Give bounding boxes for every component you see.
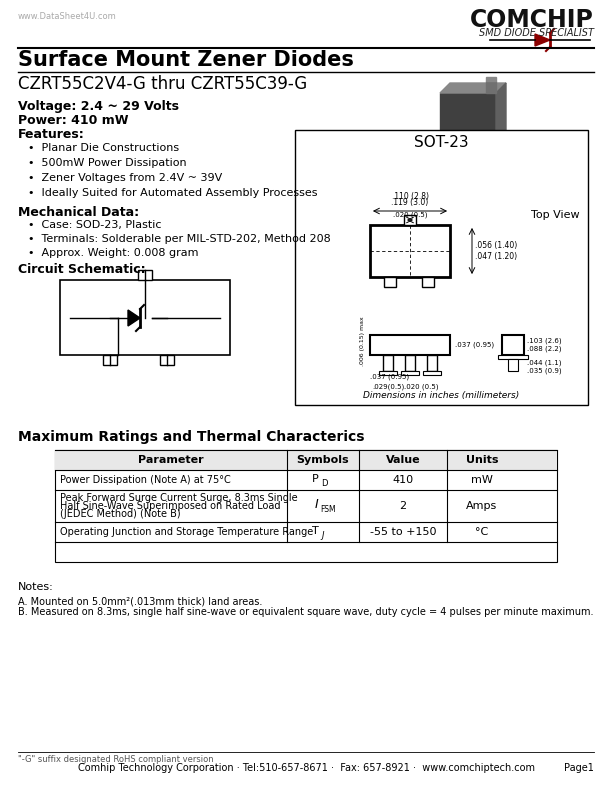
Polygon shape (128, 310, 140, 326)
Text: .037 (0.95): .037 (0.95) (370, 373, 409, 379)
Bar (498, 355, 528, 359)
Text: •  500mW Power Dissipation: • 500mW Power Dissipation (28, 158, 187, 168)
Bar (508, 359, 518, 371)
Text: J: J (321, 531, 324, 539)
Text: Features:: Features: (18, 128, 84, 141)
Text: Voltage: 2.4 ~ 29 Volts: Voltage: 2.4 ~ 29 Volts (18, 100, 179, 113)
Text: T: T (312, 526, 319, 535)
Bar (55, 450, 557, 470)
Text: .110 (2.8): .110 (2.8) (392, 192, 428, 201)
Text: .056 (1.40)
.047 (1.20): .056 (1.40) .047 (1.20) (475, 242, 517, 261)
Text: •  Ideally Suited for Automated Assembly Processes: • Ideally Suited for Automated Assembly … (28, 188, 318, 198)
Text: •  Zener Voltages from 2.4V ~ 39V: • Zener Voltages from 2.4V ~ 39V (28, 173, 222, 183)
Text: .044 (1.1)
.035 (0.9): .044 (1.1) .035 (0.9) (527, 360, 562, 374)
Text: Page1: Page1 (564, 763, 594, 773)
Text: °C: °C (476, 527, 488, 537)
Bar (422, 277, 434, 287)
Text: mW: mW (471, 475, 493, 485)
Text: Mechanical Data:: Mechanical Data: (18, 206, 139, 219)
Polygon shape (496, 83, 506, 143)
Polygon shape (465, 147, 478, 151)
Text: Comhip Technology Corporation · Tel:510-657-8671 ·  Fax: 657-8921 ·  www.comchip: Comhip Technology Corporation · Tel:510-… (78, 763, 534, 773)
Text: A. Mounted on 5.0mm²(.013mm thick) land areas.: A. Mounted on 5.0mm²(.013mm thick) land … (18, 596, 263, 606)
Text: Circuit Schematic:: Circuit Schematic: (18, 263, 146, 276)
Text: Half Sine-Wave Superimposed on Rated Load: Half Sine-Wave Superimposed on Rated Loa… (60, 501, 280, 511)
Bar (427, 355, 437, 371)
Text: •  Approx. Weight: 0.008 gram: • Approx. Weight: 0.008 gram (28, 248, 198, 258)
Text: .020 (0.5): .020 (0.5) (393, 211, 427, 218)
Text: Notes:: Notes: (18, 582, 54, 592)
Text: SOT-23: SOT-23 (414, 135, 469, 150)
Text: .020 (0.5): .020 (0.5) (404, 383, 438, 390)
Text: D: D (321, 478, 327, 488)
Text: •  Case: SOD-23, Plastic: • Case: SOD-23, Plastic (28, 220, 162, 230)
Text: .119 (3.0): .119 (3.0) (392, 198, 428, 207)
Text: Operating Junction and Storage Temperature Range: Operating Junction and Storage Temperatu… (60, 527, 313, 537)
Bar (370, 335, 450, 355)
Text: Amps: Amps (466, 501, 498, 511)
Text: .103 (2.6)
.088 (2.2): .103 (2.6) .088 (2.2) (527, 338, 562, 352)
Polygon shape (468, 135, 478, 147)
Bar (370, 225, 450, 277)
Text: Symbols: Symbols (297, 455, 349, 465)
Bar (423, 371, 441, 375)
Bar (160, 355, 174, 365)
Polygon shape (440, 135, 506, 145)
Text: SMD DIODE SPECIALIST: SMD DIODE SPECIALIST (479, 28, 594, 38)
Bar (103, 355, 117, 365)
Bar (384, 277, 396, 287)
Bar (383, 355, 393, 371)
Text: "-G" suffix designated RoHS compliant version: "-G" suffix designated RoHS compliant ve… (18, 755, 214, 764)
Bar (55, 450, 557, 562)
Text: Power: 410 mW: Power: 410 mW (18, 114, 129, 127)
Polygon shape (442, 147, 455, 151)
Polygon shape (440, 93, 496, 135)
Polygon shape (445, 135, 455, 147)
Text: Maximum Ratings and Thermal Characterics: Maximum Ratings and Thermal Characterics (18, 430, 365, 444)
Text: •  Planar Die Constructions: • Planar Die Constructions (28, 143, 179, 153)
Bar (138, 270, 152, 280)
Text: Value: Value (386, 455, 420, 465)
Bar (295, 130, 588, 405)
Bar (401, 371, 419, 375)
Text: I: I (314, 498, 318, 511)
Text: Surface Mount Zener Diodes: Surface Mount Zener Diodes (18, 50, 354, 70)
Text: 2: 2 (400, 501, 406, 511)
Text: .029(0.5): .029(0.5) (372, 383, 404, 390)
Text: FSM: FSM (320, 505, 335, 514)
Text: Power Dissipation (Note A) at 75°C: Power Dissipation (Note A) at 75°C (60, 475, 231, 485)
Text: P: P (312, 474, 319, 483)
Text: CZRT55C2V4-G thru CZRT55C39-G: CZRT55C2V4-G thru CZRT55C39-G (18, 75, 307, 93)
Bar (405, 355, 415, 371)
Polygon shape (486, 81, 496, 93)
Bar (60, 280, 230, 355)
Text: Dimensions in inches (millimeters): Dimensions in inches (millimeters) (364, 391, 520, 400)
Polygon shape (535, 34, 550, 46)
Text: B. Measured on 8.3ms, single half sine-wave or equivalent square wave, duty cycl: B. Measured on 8.3ms, single half sine-w… (18, 607, 594, 617)
Text: .006 (0.15) max: .006 (0.15) max (360, 316, 365, 366)
Text: (JEDEC Method) (Note B): (JEDEC Method) (Note B) (60, 509, 181, 519)
Text: Parameter: Parameter (138, 455, 204, 465)
Text: Top View: Top View (531, 210, 580, 220)
Bar (404, 215, 416, 225)
Text: .037 (0.95): .037 (0.95) (455, 342, 494, 348)
Polygon shape (486, 77, 496, 81)
Bar (502, 335, 524, 355)
Text: Peak Forward Surge Current Surge, 8.3ms Single: Peak Forward Surge Current Surge, 8.3ms … (60, 493, 297, 503)
Text: www.DataSheet4U.com: www.DataSheet4U.com (18, 12, 117, 21)
Text: •  Terminals: Solderable per MIL-STD-202, Method 208: • Terminals: Solderable per MIL-STD-202,… (28, 234, 330, 244)
Text: Units: Units (466, 455, 498, 465)
Text: -55 to +150: -55 to +150 (370, 527, 436, 537)
Bar (379, 371, 397, 375)
Polygon shape (440, 83, 506, 93)
Text: COMCHIP: COMCHIP (470, 8, 594, 32)
Text: 410: 410 (392, 475, 414, 485)
